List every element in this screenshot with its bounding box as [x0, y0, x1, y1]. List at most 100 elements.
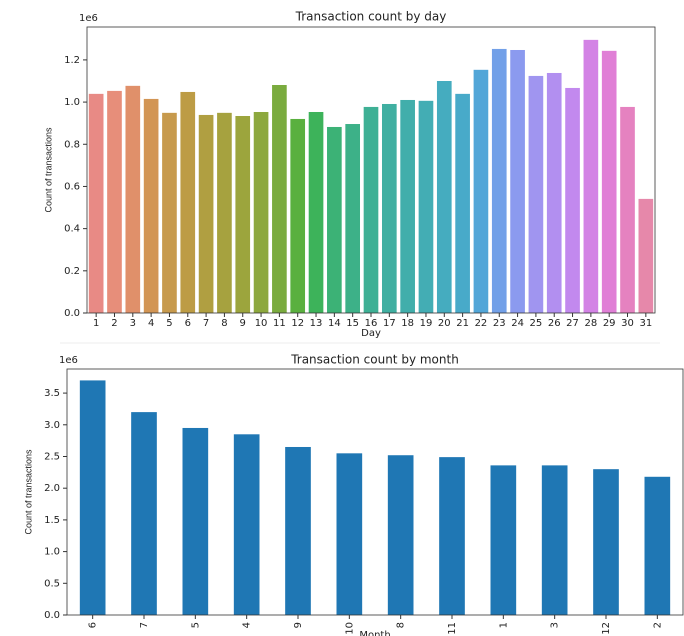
- bar: [180, 91, 196, 313]
- bar: [541, 465, 568, 615]
- x-tick-label: 11: [273, 318, 286, 329]
- x-tick-label: 9: [293, 622, 304, 628]
- y-tick-label: 3.0: [44, 420, 60, 431]
- bar: [308, 111, 324, 313]
- bar: [644, 476, 671, 615]
- bar: [593, 469, 619, 615]
- bar: [400, 99, 415, 313]
- x-tick-label: 11: [447, 622, 458, 635]
- bar: [638, 198, 654, 313]
- x-tick-label: 21: [456, 318, 469, 329]
- bar: [363, 106, 379, 313]
- bar: [583, 39, 599, 313]
- bar: [546, 72, 562, 314]
- x-tick-label: 23: [493, 318, 506, 329]
- plot-frame: [86, 26, 656, 314]
- x-axis-label: Month: [359, 630, 390, 636]
- y-tick-label: 0.6: [64, 181, 80, 192]
- bar: [436, 80, 452, 313]
- y-tick-label: 1.2: [64, 55, 80, 66]
- y-tick-label: 0.0: [64, 308, 80, 319]
- x-tick-label: 8: [396, 622, 407, 628]
- bar: [418, 100, 434, 313]
- bar: [327, 126, 342, 313]
- bar: [336, 453, 363, 615]
- x-tick-label: 18: [401, 318, 414, 329]
- x-tick-label: 9: [240, 318, 246, 329]
- x-tick-label: 16: [365, 318, 378, 329]
- bar: [601, 50, 617, 313]
- x-tick-label: 7: [203, 318, 209, 329]
- y-tick-label: 0.5: [44, 578, 60, 589]
- x-tick-label: 15: [346, 318, 359, 329]
- y-tick-label: 1.0: [64, 97, 80, 108]
- x-tick-label: 30: [621, 318, 634, 329]
- x-tick-label: 26: [548, 318, 561, 329]
- x-tick-label: 8: [221, 318, 227, 329]
- x-tick-label: 27: [566, 318, 579, 329]
- bar: [88, 93, 104, 313]
- x-tick-label: 22: [475, 318, 488, 329]
- bar: [253, 111, 269, 313]
- bar: [143, 98, 159, 313]
- bar: [345, 124, 361, 313]
- bar: [198, 114, 214, 313]
- bar: [387, 455, 414, 615]
- x-tick-label: 28: [585, 318, 598, 329]
- bar: [235, 116, 251, 314]
- bar: [490, 465, 517, 615]
- y-tick-label: 3.5: [44, 388, 60, 399]
- plot-frame: [66, 368, 684, 616]
- x-tick-label: 29: [603, 318, 616, 329]
- x-tick-label: 6: [88, 622, 99, 628]
- bar: [565, 87, 580, 313]
- bar: [79, 380, 106, 615]
- bar: [455, 93, 470, 313]
- bar: [290, 118, 306, 313]
- x-tick-label: 2: [652, 622, 663, 628]
- x-tick-label: 24: [511, 318, 524, 329]
- bar: [491, 48, 507, 313]
- x-tick-label: 25: [530, 318, 543, 329]
- x-tick-label: 4: [148, 318, 154, 329]
- x-tick-label: 5: [190, 622, 201, 628]
- x-tick-label: 10: [344, 622, 355, 635]
- x-tick-label: 14: [328, 318, 341, 329]
- x-tick-label: 7: [139, 622, 150, 628]
- x-tick-label: 12: [601, 622, 612, 635]
- bar: [510, 49, 525, 313]
- x-tick-label: 10: [255, 318, 268, 329]
- x-tick-label: 31: [639, 318, 652, 329]
- y-tick-label: 1.5: [44, 515, 60, 526]
- x-tick-label: 12: [291, 318, 304, 329]
- x-tick-label: 1: [498, 622, 509, 628]
- bar: [107, 90, 122, 314]
- y-axis-label: Count of transactions: [23, 449, 33, 535]
- y-tick-label: 1.0: [44, 547, 60, 558]
- y-tick-label: 2.0: [44, 483, 60, 494]
- x-tick-label: 20: [438, 318, 451, 329]
- y-tick-label: 0.0: [44, 610, 60, 621]
- bar: [439, 457, 465, 615]
- y-axis-label: Count of transactions: [43, 127, 53, 213]
- y-tick-label: 0.8: [64, 139, 80, 150]
- bar: [285, 446, 311, 615]
- y-tick-label: 0.2: [64, 266, 80, 277]
- x-tick-label: 17: [383, 318, 396, 329]
- x-tick-label: 4: [242, 622, 253, 628]
- chart-title: Transaction count by month: [290, 353, 459, 367]
- chart-title: Transaction count by day: [295, 10, 447, 24]
- bar: [272, 85, 287, 314]
- bar: [217, 112, 232, 313]
- y-tick-label: 0.4: [64, 224, 80, 235]
- bar: [162, 112, 177, 313]
- bar: [528, 75, 544, 313]
- x-tick-label: 1: [93, 318, 99, 329]
- bar: [381, 103, 397, 314]
- x-tick-label: 3: [130, 318, 136, 329]
- y-tick-label: 2.5: [44, 451, 60, 462]
- bar: [620, 106, 635, 313]
- x-tick-label: 13: [310, 318, 323, 329]
- x-tick-label: 6: [185, 318, 191, 329]
